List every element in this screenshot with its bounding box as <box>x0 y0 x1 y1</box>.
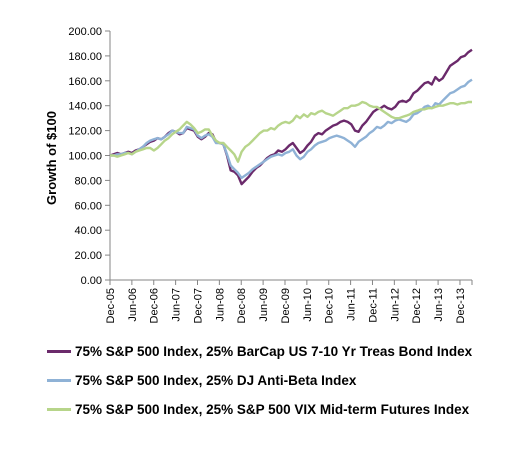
series-line-2 <box>110 78 473 180</box>
legend-label-series-2: 75% S&P 500 Index, 25% DJ Anti-Beta Inde… <box>75 373 357 388</box>
x-tick-label: Jun-13 <box>433 288 445 322</box>
y-axis-label: Growth of $100 <box>44 111 59 205</box>
x-tick-label: Dec-07 <box>192 288 204 323</box>
y-tick-label: 160.00 <box>68 76 102 88</box>
y-tick-label: 140.00 <box>68 101 102 113</box>
legend-swatch-series-2 <box>47 379 71 382</box>
y-tick-label: 200.00 <box>68 26 102 38</box>
series-line-1 <box>109 48 473 186</box>
x-tick-label: Dec-09 <box>280 288 292 323</box>
y-axis: 0.00 20.00 40.00 60.00 80.00 100.00 120.00 140.… <box>68 26 111 287</box>
x-tick-label: Dec-13 <box>455 288 467 323</box>
x-tick-label: Dec-12 <box>411 288 423 323</box>
y-tick-label: 60.00 <box>74 200 102 212</box>
legend-label-series-3: 75% S&P 500 Index, 25% S&P 500 VIX Mid-t… <box>75 402 470 417</box>
legend-label-series-1: 75% S&P 500 Index, 25% BarCap US 7-10 Yr… <box>75 344 473 359</box>
y-tick-label: 100.00 <box>68 151 102 163</box>
x-tick-label: Dec-06 <box>149 288 161 323</box>
y-tick-label: 180.00 <box>68 51 102 63</box>
legend-swatch-series-3 <box>47 408 71 411</box>
x-tick-label: Dec-11 <box>367 288 379 323</box>
y-tick-label: 20.00 <box>74 250 102 262</box>
y-tick-label: 120.00 <box>68 126 102 138</box>
legend-item-series-2: 75% S&P 500 Index, 25% DJ Anti-Beta Inde… <box>47 371 507 400</box>
series-line-3 <box>110 100 472 163</box>
x-axis: Dec-05 Jun-06 Dec-06 Jun-07 Dec-07 Jun-08 Dec-… <box>105 279 473 323</box>
legend-item-series-1: 75% S&P 500 Index, 25% BarCap US 7-10 Yr… <box>47 342 507 371</box>
x-tick-label: Dec-05 <box>105 288 117 323</box>
y-tick-label: 0.00 <box>81 275 102 287</box>
legend-swatch-series-1 <box>47 350 71 353</box>
line-chart: 0.00 20.00 40.00 60.00 80.00 100.00 120.00 140.… <box>44 26 473 323</box>
x-tick-label: Dec-10 <box>324 288 336 323</box>
x-tick-label: Jun-09 <box>258 288 270 322</box>
legend-item-series-3: 75% S&P 500 Index, 25% S&P 500 VIX Mid-t… <box>47 400 507 429</box>
series-lines <box>109 48 473 186</box>
y-tick-label: 40.00 <box>74 225 102 237</box>
x-tick-label: Jun-06 <box>127 288 139 322</box>
x-tick-label: Jun-08 <box>214 288 226 322</box>
x-tick-label: Dec-08 <box>236 288 248 323</box>
x-tick-label: Jun-10 <box>302 288 314 322</box>
legend: 75% S&P 500 Index, 25% BarCap US 7-10 Yr… <box>47 342 507 429</box>
x-tick-label: Jun-11 <box>346 288 358 321</box>
y-tick-label: 80.00 <box>74 175 102 187</box>
x-tick-label: Jun-12 <box>389 288 401 322</box>
x-tick-label: Jun-07 <box>171 288 183 322</box>
